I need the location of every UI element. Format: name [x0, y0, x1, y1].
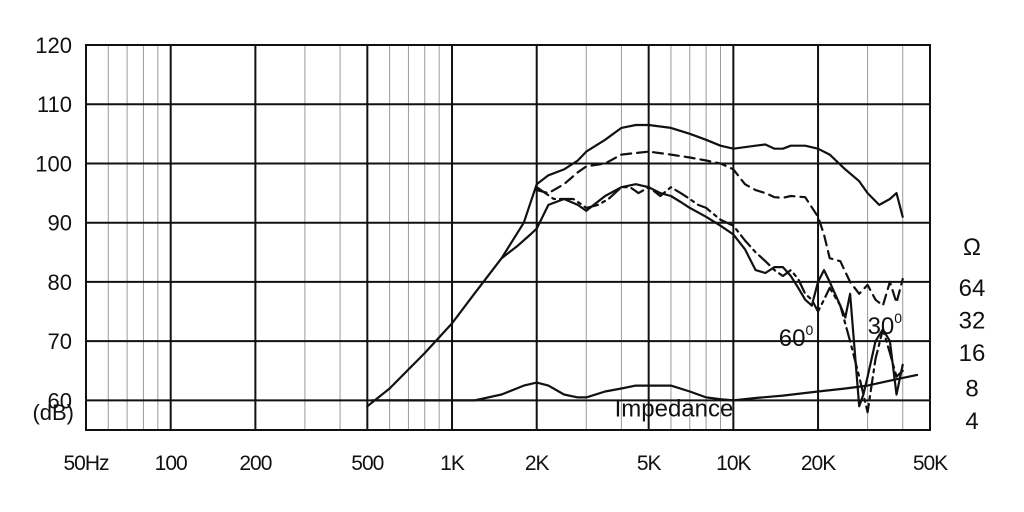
x-tick-label: 5K: [637, 452, 662, 475]
impedance-tick-label: 64: [959, 275, 986, 302]
degree-superscript: 0: [805, 322, 813, 338]
x-tick-label: 50Hz: [63, 452, 109, 475]
minor-grid: [107, 45, 904, 430]
annotations: Impedance 600 300: [615, 310, 903, 422]
x-tick-label: 2K: [525, 452, 550, 475]
impedance-tick-labels: Ω 64 32 16 8 4: [959, 234, 986, 435]
impedance-tick-label: 8: [965, 376, 978, 403]
series-line-0: [366, 123, 904, 408]
series-line-4: [371, 373, 919, 402]
y-tick-label: 90: [48, 211, 72, 236]
annotation-label: 600: [779, 322, 814, 352]
y-tick-label: 100: [35, 151, 72, 176]
x-tick-label: 10K: [716, 452, 751, 475]
impedance-tick-label: 4: [965, 408, 978, 435]
major-grid: [86, 45, 930, 430]
y-unit-label: (dB): [32, 400, 74, 425]
x-tick-label: 50K: [913, 452, 948, 475]
series-line-1: [535, 150, 904, 307]
x-tick-label: 200: [239, 452, 271, 475]
impedance-tick-label: 16: [959, 340, 986, 367]
y-tick-label: 70: [48, 329, 72, 354]
y-tick-label: 80: [48, 270, 72, 295]
series-line-3: [500, 183, 904, 408]
y-tick-label: 110: [37, 92, 72, 117]
y-tick-labels: 120 110 100 90 80 70 60(dB): [32, 33, 74, 425]
annotation-label: Impedance: [615, 395, 734, 422]
series-line-2: [535, 186, 904, 414]
impedance-tick-label: 32: [959, 307, 986, 334]
annotation-label: 300: [868, 310, 903, 340]
impedance-unit-label: Ω: [963, 234, 981, 261]
x-tick-label: 20K: [801, 452, 836, 475]
series-lines: [366, 123, 919, 414]
plot-frame: [85, 44, 931, 431]
y-tick-label: 60: [48, 388, 72, 413]
y-tick-label: 120: [35, 33, 72, 58]
degree-superscript: 0: [894, 310, 902, 326]
x-tick-labels: 50Hz 100 200 500 1K 2K 5K 10K 20K 50K: [63, 452, 949, 475]
x-tick-label: 100: [155, 452, 187, 475]
x-tick-label: 500: [351, 452, 383, 475]
x-tick-label: 1K: [440, 452, 465, 475]
